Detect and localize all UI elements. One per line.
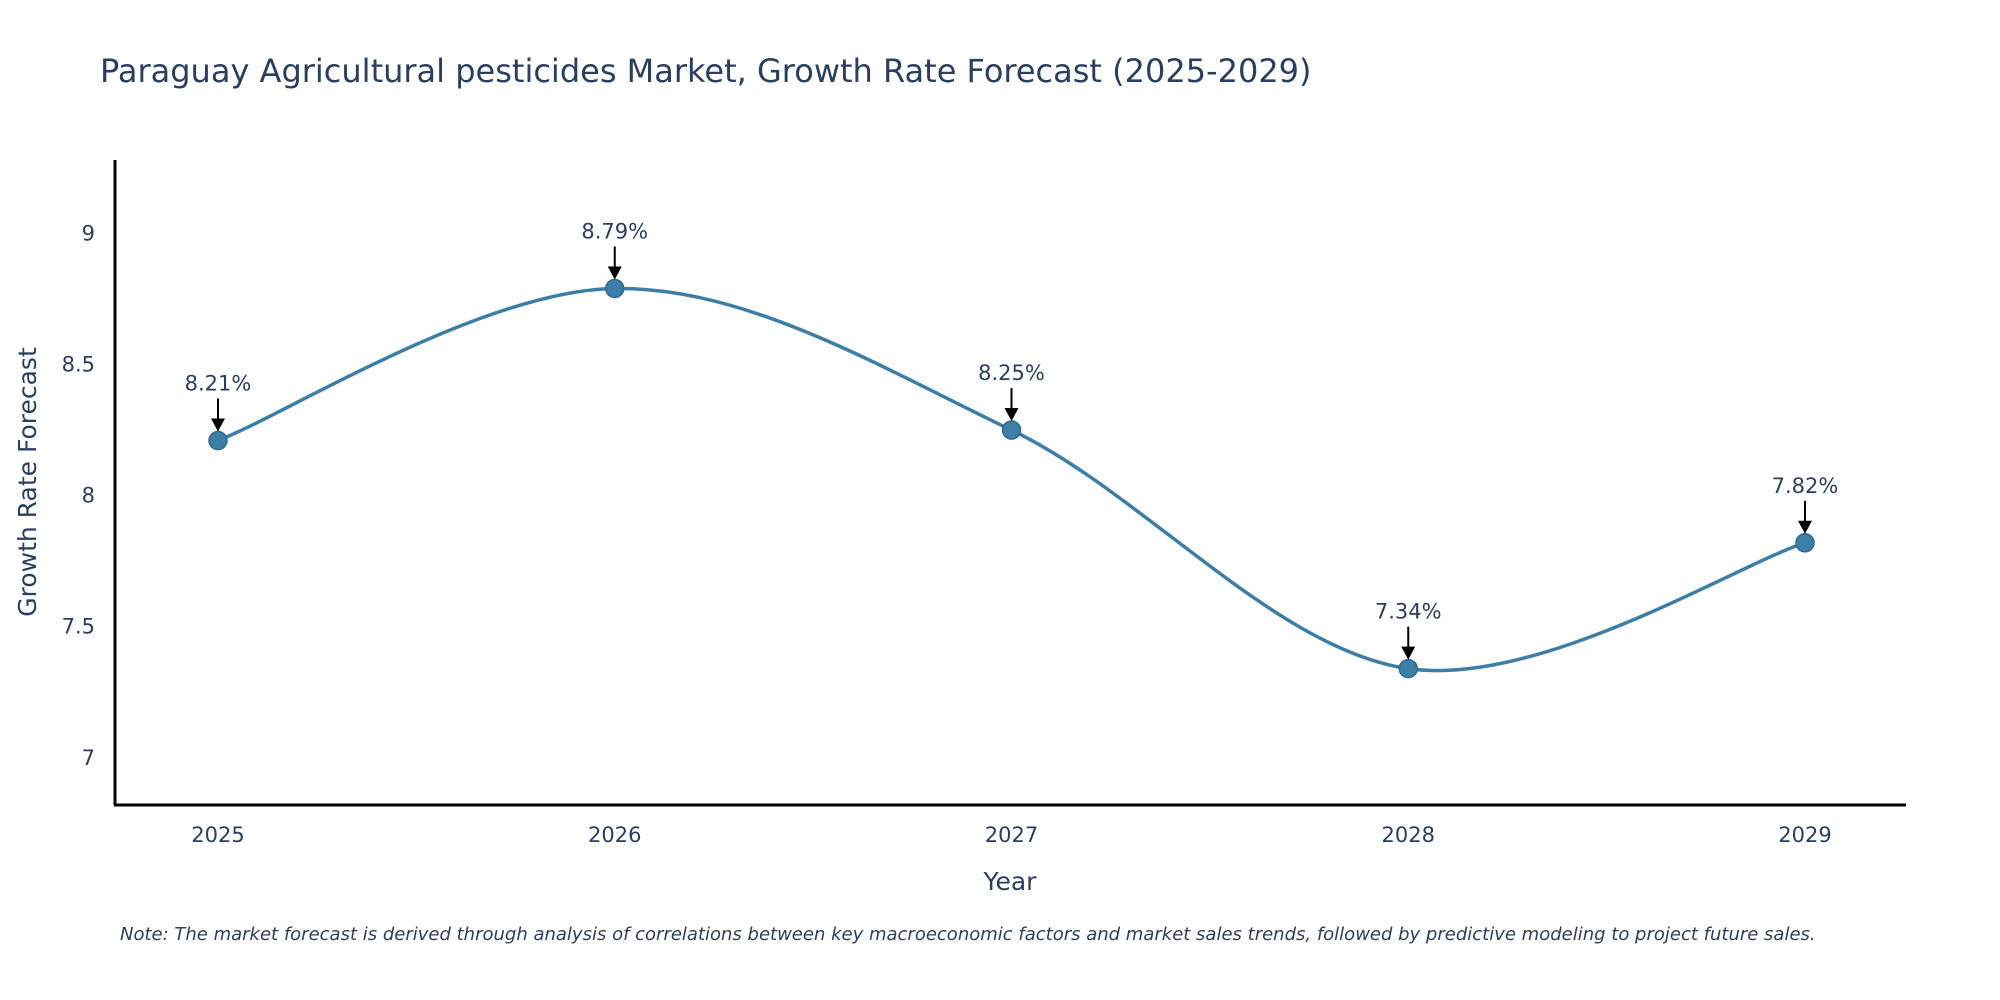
x-tick-label: 2026 xyxy=(588,823,641,847)
y-tick-label: 8 xyxy=(82,484,95,508)
plot-area: 7 7.5 8 8.5 9 2025 2026 2027 2028 2029 8.21% 8.79… xyxy=(62,160,1906,847)
x-tick-label: 2025 xyxy=(191,823,244,847)
y-axis-title: Growth Rate Forecast xyxy=(13,347,42,617)
footnote: Note: The market forecast is derived thr… xyxy=(120,924,1816,945)
y-tick-label: 7.5 xyxy=(62,615,95,639)
annotation-arrowhead xyxy=(607,266,622,280)
annotation-arrowhead xyxy=(1401,646,1416,660)
y-tick-labels: 7 7.5 8 8.5 9 xyxy=(62,221,95,769)
data-point xyxy=(1795,533,1815,553)
annotation-arrowhead xyxy=(1798,520,1812,534)
data-markers xyxy=(208,278,1815,679)
data-label: 8.25% xyxy=(978,361,1045,385)
data-label: 8.79% xyxy=(581,219,648,243)
annotation-arrowhead xyxy=(211,418,225,432)
y-tick-label: 7 xyxy=(82,746,95,770)
data-label: 7.82% xyxy=(1772,474,1839,498)
x-tick-label: 2028 xyxy=(1382,823,1435,847)
data-label: 7.34% xyxy=(1375,600,1442,624)
y-tick-label: 8.5 xyxy=(62,353,95,377)
chart-title: Paraguay Agricultural pesticides Market,… xyxy=(100,52,1312,90)
y-tick-label: 9 xyxy=(82,221,95,245)
data-point xyxy=(1001,420,1022,440)
annotation-arrowhead xyxy=(1004,408,1019,422)
data-point xyxy=(605,278,625,299)
x-tick-labels: 2025 2026 2027 2028 2029 xyxy=(191,823,1831,847)
data-label: 8.21% xyxy=(185,372,252,396)
data-annotations: 8.21% 8.79% 8.25% 7.34% 7.82% xyxy=(185,219,1839,660)
x-tick-label: 2029 xyxy=(1778,823,1831,847)
series-line xyxy=(217,286,1806,673)
x-tick-label: 2027 xyxy=(985,823,1038,847)
x-axis-title: Year xyxy=(983,867,1038,896)
data-point xyxy=(1398,658,1418,679)
data-point xyxy=(208,430,228,451)
